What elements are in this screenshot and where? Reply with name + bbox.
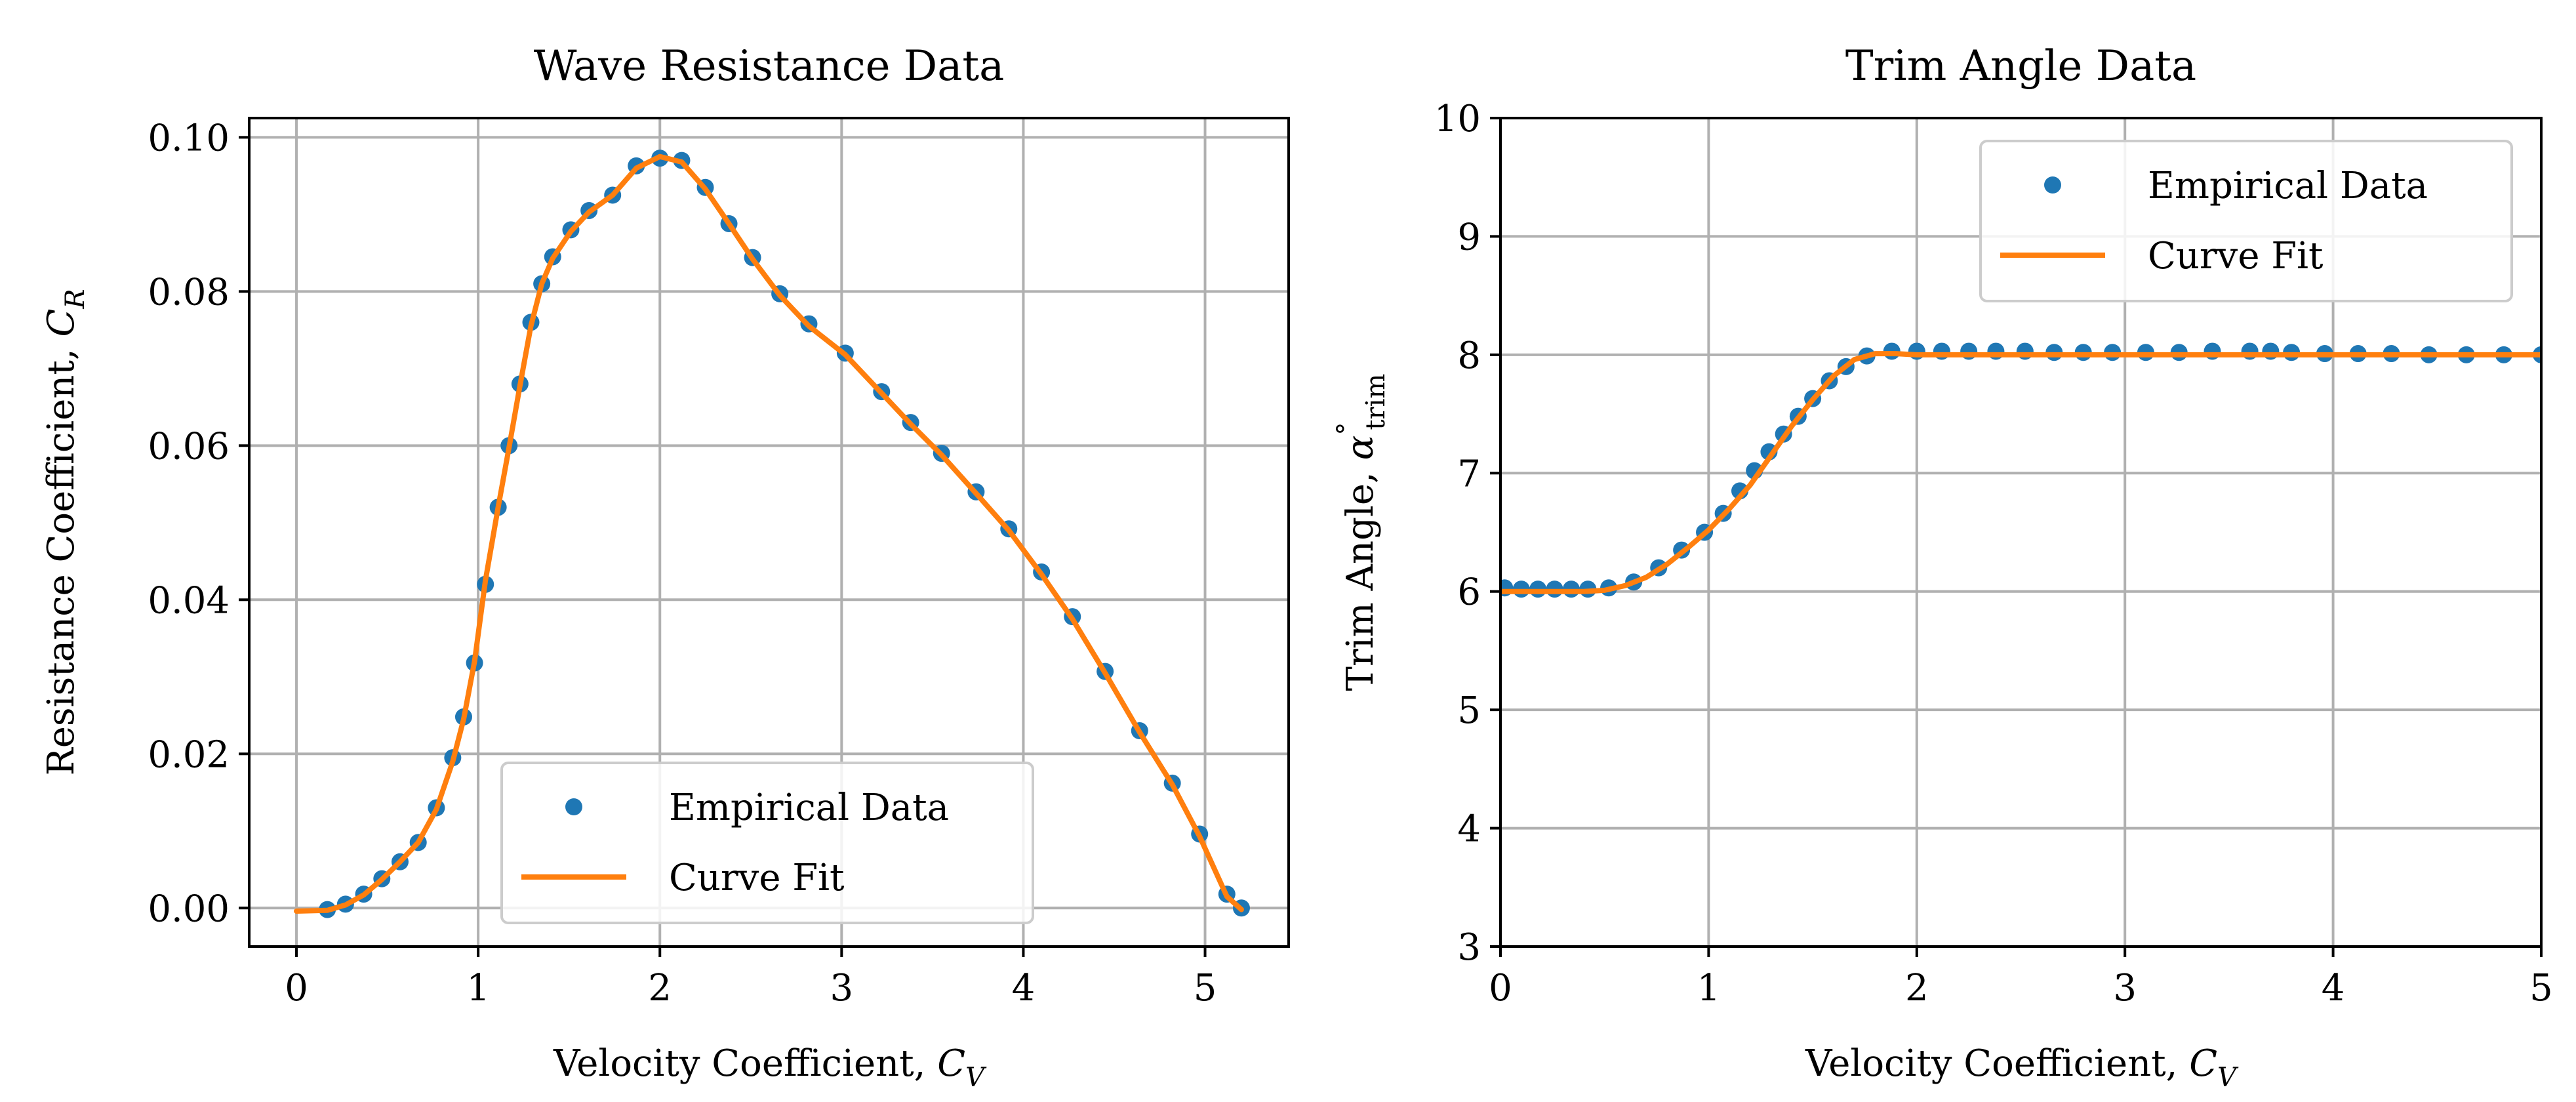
x-tick-label: 5 [1194,967,1217,1010]
y-axis-label-text: Resistance Coefficient, [40,337,83,776]
y-tick-label: 5 [1457,689,1481,732]
y-tick-label: 0.02 [148,733,230,776]
series-line-curve-fit [294,153,1244,914]
y-tick-label: 7 [1457,453,1481,495]
legend-box [500,762,1034,924]
x-axis-label-text: Velocity Coefficient, [1805,1042,2189,1085]
y-axis-label-symbol: α [1339,436,1382,460]
y-tick-label: 10 [1434,98,1481,140]
plot-area [294,150,1250,918]
y-tick-label: 8 [1457,335,1481,377]
y-axis-label: Trim Angle, α°trim [1332,374,1391,691]
tick-labels: 0 1 2 3 4 5 0.00 0.02 0.04 0.06 0.08 0.10 [148,117,1217,1010]
chart-title: Trim Angle Data [1845,42,2196,91]
axes-frame [1499,117,2543,948]
y-tick-label: 0.06 [148,425,230,468]
x-tick-label: 2 [648,967,672,1010]
x-tick-label: 3 [830,967,854,1010]
y-axis-label-subscript: trim [1361,374,1391,430]
legend-label: Empirical Data [669,786,949,829]
legend-label: Curve Fit [2148,235,2324,277]
legend: Empirical Data Curve Fit [500,762,1034,924]
x-axis-label-text: Velocity Coefficient, [553,1042,937,1085]
chart-2: 0 1 2 3 4 5 3 4 5 6 7 8 9 10 Trim Angle Data Velocity C… [1332,42,2553,1093]
y-axis-label-subscript: R [60,289,91,310]
x-axis-label-symbol: C [937,1042,965,1085]
x-axis-label-subscript: V [2217,1063,2239,1093]
x-axis-label-symbol: C [2189,1042,2217,1085]
legend-label: Empirical Data [2148,165,2428,207]
legend: Empirical Data Curve Fit [1979,140,2513,302]
x-tick-label: 4 [2322,967,2345,1010]
series-line-curve-fit [1500,351,2541,594]
x-axis-label: Velocity Coefficient, CV [1805,1042,2239,1093]
x-tick-label: 3 [2113,967,2137,1010]
plot-area [1500,342,2541,598]
y-tick-label: 3 [1457,926,1481,969]
y-tick-label: 0.08 [148,271,230,314]
x-tick-label: 1 [1697,967,1721,1010]
chart-1: 0 1 2 3 4 5 0.00 0.02 0.04 0.06 0.08 0.10 Wave Resis… [40,42,1290,1093]
x-tick-label: 0 [285,967,308,1010]
y-tick-label: 0.04 [148,579,230,622]
x-tick-label: 2 [1905,967,1929,1010]
x-tick-label: 0 [1489,967,1512,1010]
axes-frame [248,117,1290,948]
x-tick-label: 1 [466,967,490,1010]
y-tick-label: 0.10 [148,117,230,159]
x-axis-label: Velocity Coefficient, CV [553,1042,987,1093]
x-tick-label: 4 [1012,967,1036,1010]
tick-labels: 0 1 2 3 4 5 3 4 5 6 7 8 9 10 [1434,98,2553,1010]
x-tick-label: 5 [2529,967,2553,1010]
grid [249,118,1289,947]
y-axis-label: Resistance Coefficient, CR [40,289,91,776]
legend-marker [565,798,582,815]
y-axis-label-text: Trim Angle, [1339,460,1382,691]
y-tick-label: 9 [1457,216,1481,258]
y-tick-label: 4 [1457,808,1481,851]
series-empirical-data [1500,342,2541,598]
y-axis-label-symbol: C [40,309,83,337]
y-axis-label-superscript: ° [1332,422,1362,436]
legend-marker [2044,176,2061,194]
chart-title: Wave Resistance Data [534,42,1004,91]
legend-label: Curve Fit [669,857,845,899]
y-tick-label: 0.00 [148,888,230,930]
y-tick-label: 6 [1457,571,1481,614]
legend-box [1979,140,2513,302]
x-axis-label-subscript: V [965,1063,987,1093]
